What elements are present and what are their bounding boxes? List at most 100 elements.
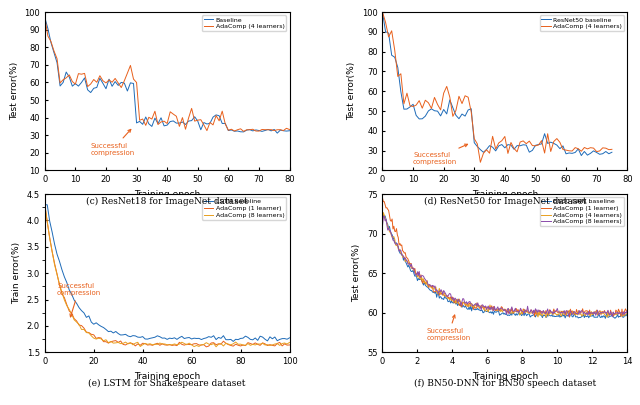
Line: ResNet50 baseline: ResNet50 baseline [383,12,612,156]
AdaComp (1 learner) [41,202,49,207]
AdaComp (1 learner) [214,341,222,346]
Text: Successful
compression: Successful compression [57,283,101,317]
Text: (d) ResNet50 for ImageNet dataset: (d) ResNet50 for ImageNet dataset [424,197,586,206]
LSTM baseline [58,267,66,272]
LSTM baseline [102,327,110,332]
AdaComp (4 learners) [565,148,573,153]
Baseline [285,128,293,133]
Text: (c) ResNet18 for ImageNet dataset: (c) ResNet18 for ImageNet dataset [86,197,248,206]
AdaComp (4 learners) [608,147,616,152]
Baseline [240,130,248,134]
AdaComp (4 learners) [175,124,183,129]
Y-axis label: Test error(%): Test error(%) [10,62,19,120]
AdaComp (8 learners) [188,342,195,347]
LSTM baseline [225,337,232,342]
Legend: BN50-DNN baseline, AdaComp (1 learner), AdaComp (4 learners), AdaComp (8 learner: BN50-DNN baseline, AdaComp (1 learner), … [540,197,624,226]
ResNet50 baseline [400,107,408,112]
X-axis label: Training epoch: Training epoch [134,190,200,199]
Baseline [41,15,49,20]
AdaComp (8 learners) [227,343,235,347]
AdaComp (1 learner) [285,343,293,347]
AdaComp (1 learner) [202,344,210,349]
AdaComp (1 learner) [623,309,631,314]
AdaComp (4 learners) [240,129,248,134]
AdaComp (8 learners) [285,340,293,345]
Line: AdaComp (1 learner): AdaComp (1 learner) [383,198,627,317]
AdaComp (4 learners) [285,127,293,132]
Baseline [273,131,281,136]
BN50-DNN baseline [580,312,588,317]
ResNet50 baseline [498,142,506,147]
Y-axis label: Test error(%): Test error(%) [348,62,356,120]
AdaComp (1 learner) [579,306,586,311]
Baseline [194,119,202,124]
BN50-DNN baseline [380,212,387,217]
AdaComp (1 learner) [379,196,387,200]
AdaComp (4 learners) [623,310,631,315]
BN50-DNN baseline [516,311,524,316]
AdaComp (4 learners) [529,143,536,148]
Legend: LSTM baseline, AdaComp (1 learner), AdaComp (8 learners): LSTM baseline, AdaComp (1 learner), AdaC… [202,197,286,220]
AdaComp (4 learners) [379,220,387,224]
AdaComp (8 learners) [214,342,222,347]
AdaComp (4 learners) [477,160,484,165]
LSTM baseline [154,333,161,338]
AdaComp (8 learners) [379,223,387,228]
AdaComp (4 learners) [380,210,387,215]
BN50-DNN baseline [432,289,440,294]
X-axis label: Training epoch: Training epoch [472,372,538,381]
ResNet50 baseline [577,153,585,158]
ResNet50 baseline [379,10,387,15]
AdaComp (4 learners) [493,307,501,312]
AdaComp (4 learners) [542,315,550,320]
AdaComp (4 learners) [534,143,542,147]
AdaComp (8 learners) [154,342,161,347]
AdaComp (4 learners) [379,10,387,15]
ResNet50 baseline [562,151,570,156]
Text: Successful
compression: Successful compression [426,315,470,341]
Text: Successful
compression: Successful compression [91,130,135,156]
X-axis label: Training epoch: Training epoch [472,190,538,199]
AdaComp (1 learner) [102,339,110,344]
LSTM baseline [212,337,220,342]
AdaComp (4 learners) [432,284,440,289]
AdaComp (1 learner) [580,310,588,315]
BN50-DNN baseline [379,215,387,220]
Y-axis label: Train error(%): Train error(%) [12,242,21,304]
AdaComp (1 learner) [516,309,524,314]
Line: AdaComp (8 learners): AdaComp (8 learners) [383,216,627,317]
AdaComp (4 learners) [501,134,509,139]
BN50-DNN baseline [389,234,397,239]
Line: LSTM baseline: LSTM baseline [45,205,289,341]
AdaComp (8 learners) [579,309,586,314]
LSTM baseline [229,339,237,344]
Line: Baseline: Baseline [45,17,289,133]
AdaComp (8 learners) [493,306,501,311]
AdaComp (4 learners) [400,101,408,106]
ResNet50 baseline [458,112,466,117]
BN50-DNN baseline [579,314,586,319]
ResNet50 baseline [525,150,533,155]
Text: (e) LSTM for Shakespeare dataset: (e) LSTM for Shakespeare dataset [88,379,246,388]
ResNet50 baseline [608,150,616,155]
AdaComp (4 learners) [194,118,202,123]
AdaComp (1 learner) [431,289,439,294]
Line: AdaComp (8 learners): AdaComp (8 learners) [45,205,289,347]
Line: AdaComp (4 learners): AdaComp (4 learners) [45,17,289,131]
AdaComp (4 learners) [264,127,272,132]
Y-axis label: Test error(%): Test error(%) [353,244,362,303]
AdaComp (4 learners) [221,122,229,126]
AdaComp (4 learners) [41,15,49,20]
Line: AdaComp (4 learners): AdaComp (4 learners) [383,12,612,162]
AdaComp (4 learners) [458,101,466,106]
AdaComp (8 learners) [41,202,49,207]
AdaComp (1 learner) [58,291,66,296]
AdaComp (1 learner) [566,315,573,320]
LSTM baseline [188,337,195,341]
Baseline [252,128,260,132]
X-axis label: Training epoch: Training epoch [134,372,200,381]
ResNet50 baseline [532,143,540,148]
Line: AdaComp (1 learner): AdaComp (1 learner) [45,205,289,347]
AdaComp (4 learners) [255,129,263,134]
AdaComp (1 learner) [388,217,396,222]
